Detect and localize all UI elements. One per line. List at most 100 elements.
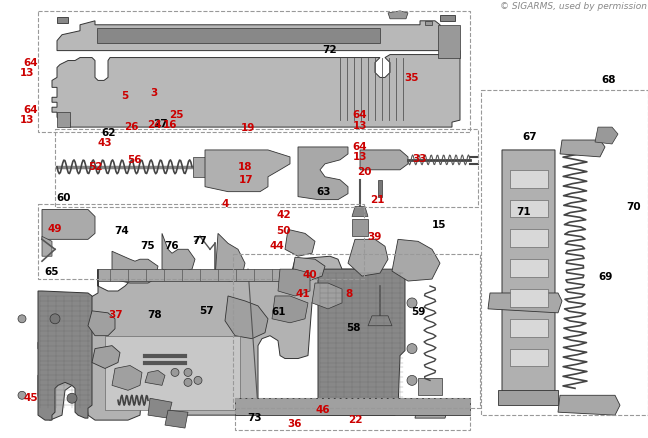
Text: 61: 61 xyxy=(272,307,286,317)
Polygon shape xyxy=(360,150,408,170)
Polygon shape xyxy=(510,170,548,188)
Text: 37: 37 xyxy=(108,310,122,320)
Polygon shape xyxy=(392,239,440,281)
Polygon shape xyxy=(42,237,52,256)
Text: 49: 49 xyxy=(48,224,62,234)
Text: 50: 50 xyxy=(277,226,291,237)
Polygon shape xyxy=(165,410,188,428)
Bar xyxy=(235,398,470,430)
Text: 42: 42 xyxy=(277,210,291,220)
Polygon shape xyxy=(92,346,120,368)
Polygon shape xyxy=(510,259,548,277)
Text: 77: 77 xyxy=(192,237,207,246)
Polygon shape xyxy=(498,390,558,405)
Polygon shape xyxy=(38,291,92,420)
Text: 26: 26 xyxy=(124,122,138,132)
Polygon shape xyxy=(272,296,308,323)
Text: 18: 18 xyxy=(238,162,252,173)
Circle shape xyxy=(407,298,417,308)
Polygon shape xyxy=(378,180,382,197)
Polygon shape xyxy=(145,371,165,385)
Polygon shape xyxy=(595,127,618,144)
Text: 75: 75 xyxy=(141,241,155,251)
Polygon shape xyxy=(42,209,95,239)
Text: 68: 68 xyxy=(602,75,616,85)
Circle shape xyxy=(18,315,26,323)
Polygon shape xyxy=(488,293,562,313)
Circle shape xyxy=(407,375,417,385)
Text: 56: 56 xyxy=(128,155,142,165)
Text: 25: 25 xyxy=(169,110,183,120)
Text: 52: 52 xyxy=(89,162,103,173)
Circle shape xyxy=(18,391,26,399)
Text: 63: 63 xyxy=(317,187,331,197)
Polygon shape xyxy=(418,378,442,395)
Text: 64: 64 xyxy=(24,105,38,114)
Text: 17: 17 xyxy=(239,176,253,185)
Text: 24: 24 xyxy=(147,120,161,130)
Polygon shape xyxy=(510,289,548,307)
Polygon shape xyxy=(348,239,388,276)
Polygon shape xyxy=(415,400,448,418)
Text: 59: 59 xyxy=(411,307,425,317)
Text: 46: 46 xyxy=(316,405,330,415)
Text: 64: 64 xyxy=(24,58,38,68)
Polygon shape xyxy=(425,21,432,25)
Polygon shape xyxy=(97,28,380,42)
Text: 13: 13 xyxy=(20,114,34,124)
Text: 13: 13 xyxy=(20,68,34,78)
Text: 39: 39 xyxy=(367,232,382,242)
Text: 67: 67 xyxy=(523,132,537,142)
Polygon shape xyxy=(112,251,158,283)
Circle shape xyxy=(194,376,202,385)
Polygon shape xyxy=(162,233,195,273)
Text: 76: 76 xyxy=(165,241,179,251)
Polygon shape xyxy=(388,11,408,19)
Text: © SIGARMS, used by permission: © SIGARMS, used by permission xyxy=(500,2,647,11)
Text: 19: 19 xyxy=(240,123,255,133)
Text: 4: 4 xyxy=(222,199,229,209)
Polygon shape xyxy=(215,233,245,281)
Circle shape xyxy=(50,314,60,324)
Text: 64: 64 xyxy=(353,142,367,152)
Polygon shape xyxy=(235,398,470,415)
Polygon shape xyxy=(285,230,315,256)
Text: 57: 57 xyxy=(199,306,213,316)
Text: 22: 22 xyxy=(348,415,362,425)
Bar xyxy=(38,11,470,132)
Circle shape xyxy=(184,378,192,386)
Polygon shape xyxy=(352,207,368,216)
Text: 15: 15 xyxy=(432,220,446,230)
Polygon shape xyxy=(105,336,240,410)
Circle shape xyxy=(184,368,192,376)
Polygon shape xyxy=(193,157,205,177)
Polygon shape xyxy=(560,140,605,157)
Circle shape xyxy=(407,344,417,353)
Text: 36: 36 xyxy=(288,419,302,429)
Text: 13: 13 xyxy=(353,152,367,162)
Text: 35: 35 xyxy=(404,73,419,83)
Polygon shape xyxy=(292,257,325,281)
Polygon shape xyxy=(318,269,405,415)
Polygon shape xyxy=(57,17,68,23)
Bar xyxy=(38,204,364,279)
Polygon shape xyxy=(205,150,290,192)
Text: 45: 45 xyxy=(24,393,38,403)
Polygon shape xyxy=(502,150,555,398)
Text: 16: 16 xyxy=(163,120,177,130)
Bar xyxy=(233,254,480,408)
Polygon shape xyxy=(152,360,198,389)
Polygon shape xyxy=(130,359,230,390)
Text: 41: 41 xyxy=(296,289,310,299)
Polygon shape xyxy=(278,269,310,296)
Text: 3: 3 xyxy=(150,88,158,99)
Polygon shape xyxy=(57,112,70,127)
Text: 74: 74 xyxy=(115,226,129,236)
Text: 21: 21 xyxy=(370,194,384,205)
Polygon shape xyxy=(148,398,172,418)
Polygon shape xyxy=(352,219,368,237)
Polygon shape xyxy=(440,15,455,21)
Polygon shape xyxy=(510,349,548,367)
Text: 20: 20 xyxy=(357,167,371,177)
Polygon shape xyxy=(368,316,392,326)
